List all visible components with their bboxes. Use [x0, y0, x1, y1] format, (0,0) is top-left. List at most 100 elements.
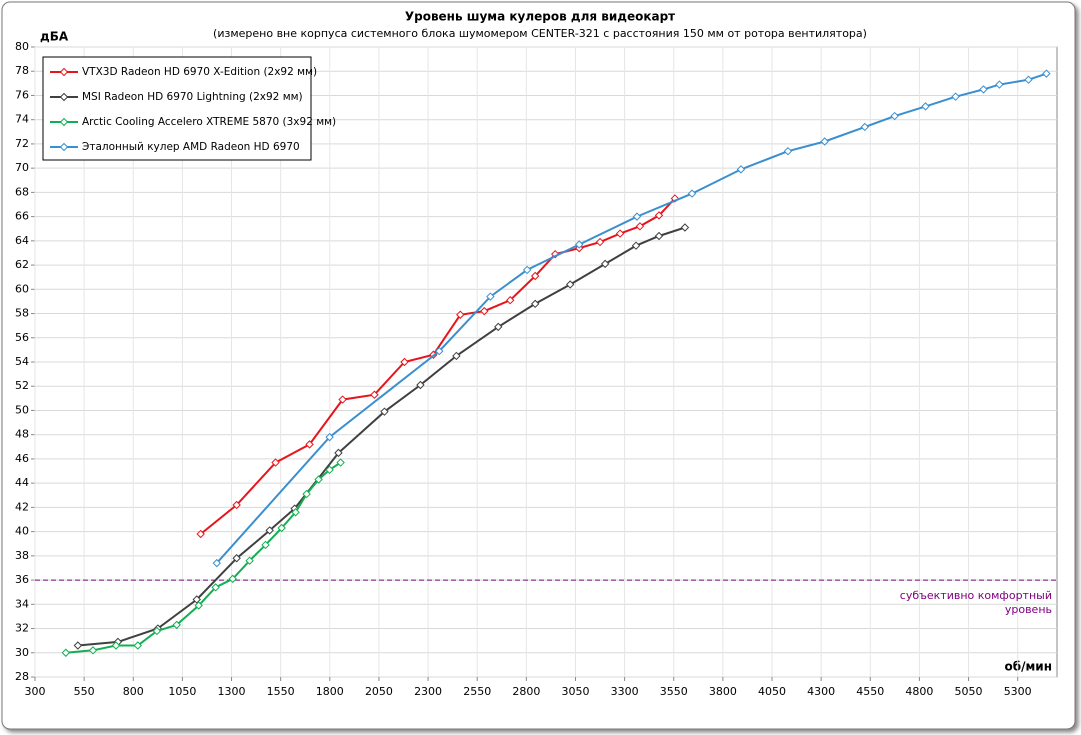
data-point	[522, 265, 532, 275]
data-point	[615, 229, 625, 238]
data-point	[172, 620, 181, 630]
y-tick-label: 76	[15, 88, 29, 101]
x-tick-label: 3300	[611, 685, 639, 698]
x-tick-label: 300	[25, 685, 46, 698]
data-point	[480, 306, 489, 316]
data-point	[416, 380, 425, 390]
data-point	[338, 395, 347, 404]
data-point	[211, 583, 220, 592]
data-point	[277, 523, 286, 533]
data-point	[783, 146, 793, 156]
data-point	[61, 648, 71, 657]
y-tick-label: 78	[15, 64, 29, 77]
y-tick-label: 72	[15, 137, 29, 150]
data-point	[152, 626, 162, 636]
data-point	[305, 440, 314, 449]
y-tick-label: 48	[15, 428, 29, 441]
data-point	[530, 271, 540, 281]
legend-label: Эталонный кулер AMD Radeon HD 6970	[82, 141, 300, 153]
y-tick-label: 80	[15, 40, 29, 53]
y-axis-label: дБА	[40, 30, 69, 44]
data-point	[635, 222, 645, 231]
data-point	[1024, 75, 1033, 84]
x-tick-label: 3800	[709, 685, 737, 698]
legend-marker	[59, 117, 69, 127]
data-point	[325, 432, 334, 442]
data-point	[111, 641, 121, 650]
data-point	[88, 646, 98, 655]
x-tick-label: 3050	[561, 685, 589, 698]
x-tick-label: 5300	[1004, 685, 1032, 698]
data-point	[261, 540, 270, 550]
data-point	[73, 641, 83, 650]
y-tick-label: 34	[15, 597, 29, 610]
data-point	[228, 574, 237, 584]
data-point	[196, 529, 205, 539]
data-point	[494, 322, 503, 332]
x-tick-label: 1550	[267, 685, 295, 698]
legend-marker	[59, 142, 69, 152]
x-tick-label: 550	[74, 685, 95, 698]
data-point	[595, 237, 605, 247]
data-point	[680, 223, 690, 232]
data-point	[995, 80, 1004, 89]
x-tick-label: 2050	[365, 685, 393, 698]
y-tick-label: 30	[15, 646, 29, 659]
x-tick-label: 3550	[660, 685, 688, 698]
data-point	[860, 122, 869, 132]
data-point	[654, 231, 664, 241]
data-point	[380, 407, 389, 416]
data-point	[314, 475, 323, 484]
data-point	[530, 299, 540, 309]
data-point	[631, 241, 641, 250]
x-tick-label: 4550	[856, 685, 884, 698]
y-tick-label: 64	[15, 234, 29, 247]
grid: 28 30 32 34 36 38 40 42 44 46 48 50 52 54 56 58 60 62 64 66…	[15, 40, 1058, 698]
x-tick-label: 2550	[463, 685, 491, 698]
reference-label: уровень	[1005, 603, 1052, 616]
data-point	[232, 554, 241, 563]
data-point	[245, 556, 254, 565]
y-tick-label: 54	[15, 355, 29, 368]
data-point	[820, 137, 829, 146]
data-point	[486, 292, 495, 301]
legend-box	[42, 56, 312, 161]
y-tick-label: 74	[15, 113, 29, 126]
y-tick-label: 42	[15, 500, 29, 513]
y-tick-label: 58	[15, 307, 29, 320]
data-point	[951, 92, 960, 101]
y-tick-label: 52	[15, 379, 29, 392]
legend: VTX3D Radeon HD 6970 X-Edition (2x92 мм)…	[42, 56, 336, 161]
data-point	[302, 489, 311, 499]
data-point	[654, 211, 664, 220]
y-tick-label: 40	[15, 525, 29, 538]
y-tick-label: 38	[15, 549, 29, 562]
data-point	[271, 458, 280, 467]
y-tick-label: 46	[15, 452, 29, 465]
legend-label: VTX3D Radeon HD 6970 X-Edition (2x92 мм)	[82, 66, 317, 78]
y-tick-label: 44	[15, 476, 29, 489]
x-tick-label: 4300	[807, 685, 835, 698]
data-point	[133, 641, 142, 650]
y-tick-label: 36	[15, 573, 29, 586]
x-tick-label: 2800	[512, 685, 540, 698]
data-point	[435, 346, 444, 356]
y-tick-label: 68	[15, 185, 29, 198]
data-point	[736, 165, 746, 174]
chart-subtitle: (измерено вне корпуса системного блока ш…	[213, 27, 867, 40]
data-point	[979, 85, 988, 94]
x-tick-label: 800	[123, 685, 144, 698]
x-tick-label: 1800	[316, 685, 344, 698]
chart-title: Уровень шума кулеров для видеокарт	[405, 10, 675, 24]
data-point	[336, 458, 345, 467]
x-axis-label: об/мин	[1004, 660, 1052, 674]
data-point	[890, 111, 899, 121]
data-point	[265, 526, 274, 535]
data-point	[506, 296, 515, 305]
legend-label: Arctic Cooling Accelero XTREME 5870 (3x9…	[82, 116, 336, 128]
data-point	[1042, 69, 1051, 78]
y-tick-label: 62	[15, 258, 29, 271]
y-tick-label: 56	[15, 331, 29, 344]
